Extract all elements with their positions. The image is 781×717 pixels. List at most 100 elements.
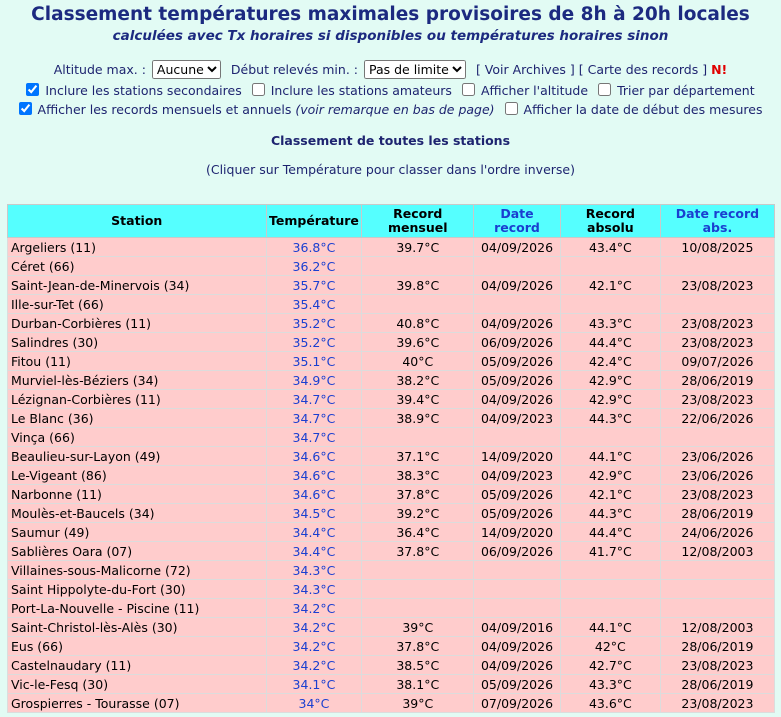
cell[interactable]: 34.6°C — [265, 484, 363, 504]
cell: Lézignan-Corbières (11) — [7, 389, 267, 409]
cell[interactable]: 34.5°C — [265, 503, 363, 523]
empty-cell — [473, 256, 561, 276]
cell: 42.4°C — [559, 351, 661, 371]
option[interactable]: Afficher l'altitude — [461, 83, 588, 98]
cell: 39.7°C — [361, 237, 475, 257]
option[interactable]: Trier par département — [598, 83, 755, 98]
cell[interactable]: 34.1°C — [265, 674, 363, 694]
cell: Saint Hippolyte-du-Fort (30) — [7, 579, 267, 599]
empty-cell — [473, 560, 561, 580]
map-link[interactable]: [ Carte des records ] — [578, 62, 708, 77]
option-label: Afficher les records mensuels et annuels — [37, 102, 292, 117]
cell[interactable]: 34.2°C — [265, 617, 363, 637]
cell: 24/06/2026 — [659, 522, 776, 542]
cell[interactable]: 36.8°C — [265, 237, 363, 257]
cell: Saint-Jean-de-Minervois (34) — [7, 275, 267, 295]
cell: 39.2°C — [361, 503, 475, 523]
cell: 04/09/2016 — [473, 617, 561, 637]
cell[interactable]: 34.2°C — [265, 598, 363, 618]
column-header[interactable]: Date record abs. — [659, 204, 776, 238]
cell: 23/08/2023 — [659, 313, 776, 333]
cell: 38.3°C — [361, 465, 475, 485]
column-header[interactable]: Température — [265, 204, 363, 238]
cell[interactable]: 34.6°C — [265, 465, 363, 485]
option-checkbox[interactable] — [504, 102, 518, 115]
cell[interactable]: 34.4°C — [265, 541, 363, 561]
option-checkbox[interactable] — [461, 83, 475, 96]
cell: Murviel-lès-Béziers (34) — [7, 370, 267, 390]
station-row: Le-Vigeant (86) 34.6°C 38.3°C 04/09/2023 42.… — [7, 465, 776, 485]
cell: Le-Vigeant (86) — [7, 465, 267, 485]
cell[interactable]: 34.3°C — [265, 579, 363, 599]
empty-cell — [473, 598, 561, 618]
cell[interactable]: 34°C — [265, 693, 363, 713]
empty-cell — [559, 256, 661, 276]
cell: 23/06/2026 — [659, 465, 776, 485]
option[interactable]: Inclure les stations secondaires — [26, 83, 242, 98]
empty-cell — [473, 579, 561, 599]
option-label: Afficher la date de début des mesures — [523, 102, 763, 117]
cell: 39°C — [361, 617, 475, 637]
empty-cell — [559, 560, 661, 580]
column-header: Record absolu — [559, 204, 661, 238]
start-select[interactable]: Pas de limite — [363, 60, 466, 79]
cell: 04/09/2026 — [473, 237, 561, 257]
cell: 40°C — [361, 351, 475, 371]
altitude-select[interactable]: Aucune — [151, 60, 221, 79]
option-checkbox[interactable] — [26, 83, 40, 96]
cell[interactable]: 34.6°C — [265, 446, 363, 466]
cell: 40.8°C — [361, 313, 475, 333]
station-row: Murviel-lès-Béziers (34) 34.9°C 38.2°C 05/0… — [7, 370, 776, 390]
cell: 43.6°C — [559, 693, 661, 713]
header-row: Station Température Record mensuel Date rec… — [7, 204, 776, 238]
new-badge: N! — [711, 62, 728, 77]
cell[interactable]: 34.7°C — [265, 408, 363, 428]
cell: Sablières Oara (07) — [7, 541, 267, 561]
cell: 42.9°C — [559, 389, 661, 409]
station-row: Durban-Corbières (11) 35.2°C 40.8°C 04/09/2… — [7, 313, 776, 333]
empty-cell — [559, 598, 661, 618]
cell[interactable]: 35.1°C — [265, 351, 363, 371]
cell[interactable]: 34.7°C — [265, 427, 363, 447]
cell: 42.1°C — [559, 275, 661, 295]
station-row: Sablières Oara (07) 34.4°C 37.8°C 06/09/202… — [7, 541, 776, 561]
cell[interactable]: 35.7°C — [265, 275, 363, 295]
cell: Vic-le-Fesq (30) — [7, 674, 267, 694]
station-row: Narbonne (11) 34.6°C 37.8°C 05/09/2026 42.1°… — [7, 484, 776, 504]
cell[interactable]: 36.2°C — [265, 256, 363, 276]
cell[interactable]: 34.7°C — [265, 389, 363, 409]
cell: 04/09/2026 — [473, 636, 561, 656]
cell: 04/09/2026 — [473, 313, 561, 333]
empty-cell — [361, 598, 475, 618]
cell: 06/09/2026 — [473, 541, 561, 561]
cell: 44.3°C — [559, 408, 661, 428]
cell[interactable]: 35.2°C — [265, 313, 363, 333]
cell: 42.9°C — [559, 465, 661, 485]
cell[interactable]: 35.2°C — [265, 332, 363, 352]
altitude-label: Altitude max. : — [53, 62, 146, 77]
option[interactable]: Inclure les stations amateurs — [251, 83, 452, 98]
cell[interactable]: 34.2°C — [265, 636, 363, 656]
cell: 04/09/2023 — [473, 408, 561, 428]
cell[interactable]: 34.4°C — [265, 522, 363, 542]
station-row: Beaulieu-sur-Layon (49) 34.6°C 37.1°C 14/09… — [7, 446, 776, 466]
cell: 23/08/2023 — [659, 484, 776, 504]
cell[interactable]: 35.4°C — [265, 294, 363, 314]
cell: Port-La-Nouvelle - Piscine (11) — [7, 598, 267, 618]
cell[interactable]: 34.9°C — [265, 370, 363, 390]
option[interactable]: Afficher les records mensuels et annuels… — [18, 102, 495, 117]
option[interactable]: Afficher la date de début des mesures — [504, 102, 763, 117]
option-checkbox[interactable] — [18, 102, 32, 115]
station-row: Vic-le-Fesq (30) 34.1°C 38.1°C 05/09/2026 43… — [7, 674, 776, 694]
options: Inclure les stations secondaires Inclure … — [0, 81, 781, 119]
column-header[interactable]: Date record — [473, 204, 561, 238]
cell: 23/08/2023 — [659, 655, 776, 675]
cell: Ille-sur-Tet (66) — [7, 294, 267, 314]
cell[interactable]: 34.3°C — [265, 560, 363, 580]
page-title: Classement températures maximales provis… — [31, 4, 750, 25]
option-checkbox[interactable] — [251, 83, 265, 96]
archives-link[interactable]: [ Voir Archives ] — [475, 62, 575, 77]
option-checkbox[interactable] — [598, 83, 612, 96]
cell[interactable]: 34.2°C — [265, 655, 363, 675]
